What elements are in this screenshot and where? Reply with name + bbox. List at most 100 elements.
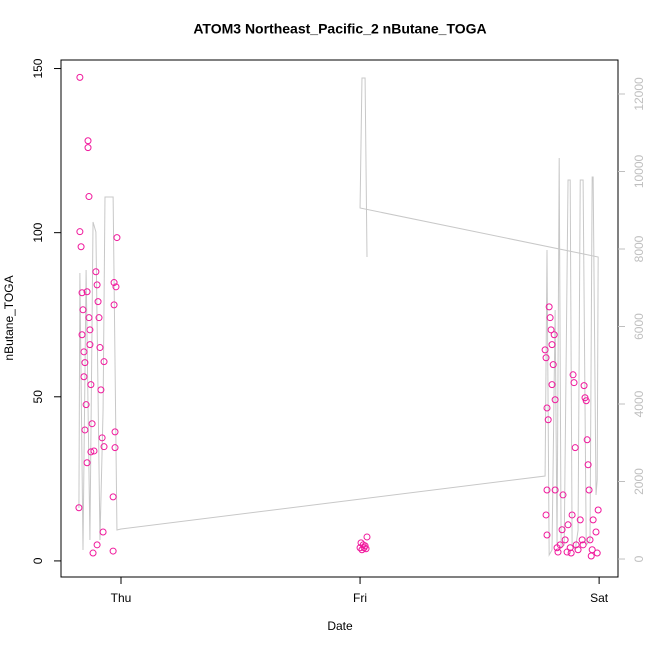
point <box>78 331 86 339</box>
point <box>569 371 577 379</box>
point <box>567 549 575 557</box>
point <box>593 549 601 557</box>
point <box>78 289 86 297</box>
point <box>544 416 552 424</box>
y2-tick-label: 6000 <box>632 313 646 340</box>
plot-box <box>60 59 619 578</box>
point <box>543 404 551 412</box>
point <box>558 526 566 534</box>
point <box>564 521 572 529</box>
point <box>110 279 118 287</box>
point <box>361 542 369 550</box>
point <box>109 493 117 501</box>
y2-tick-label: 12000 <box>632 77 646 111</box>
point <box>571 444 579 452</box>
y-tick-label: 50 <box>31 390 45 404</box>
y-tick-label: 100 <box>31 222 45 242</box>
point <box>570 379 578 387</box>
point <box>561 536 569 544</box>
point <box>83 459 91 467</box>
point <box>542 354 550 362</box>
point <box>363 533 371 541</box>
point <box>554 548 562 556</box>
point <box>93 281 101 289</box>
point <box>543 531 551 539</box>
point <box>85 193 93 201</box>
point <box>84 144 92 152</box>
point <box>111 444 119 452</box>
point <box>362 545 370 553</box>
point <box>579 541 587 549</box>
point <box>582 397 590 405</box>
point <box>75 504 83 512</box>
point <box>583 436 591 444</box>
point <box>87 381 95 389</box>
point <box>545 303 553 311</box>
point <box>550 331 558 339</box>
point <box>99 528 107 536</box>
point <box>86 326 94 334</box>
point <box>80 348 88 356</box>
point <box>594 506 602 514</box>
x-tick-label: Thu <box>111 591 132 605</box>
point <box>93 541 101 549</box>
y2-tick-label: 4000 <box>632 390 646 417</box>
point <box>96 344 104 352</box>
point <box>548 381 556 389</box>
point <box>84 137 92 145</box>
point <box>97 386 105 394</box>
point <box>113 234 121 242</box>
point <box>566 544 574 552</box>
point <box>556 541 564 549</box>
point <box>80 373 88 381</box>
line <box>78 77 599 557</box>
y-tick-label: 150 <box>31 58 45 78</box>
point <box>110 301 118 309</box>
x-tick-label: Sat <box>590 591 609 605</box>
point <box>81 359 89 367</box>
point <box>109 547 117 555</box>
point <box>92 268 100 276</box>
point <box>549 361 557 369</box>
point <box>548 341 556 349</box>
y2-tick-label: 0 <box>632 555 646 562</box>
y2-tick-label: 2000 <box>632 468 646 495</box>
point <box>100 443 108 451</box>
point <box>551 486 559 494</box>
point <box>576 516 584 524</box>
point <box>589 516 597 524</box>
x-axis-label: Date <box>327 619 353 633</box>
chart-title: ATOM3 Northeast_Pacific_2 nButane_TOGA <box>193 21 486 37</box>
point <box>559 491 567 499</box>
point <box>83 288 91 296</box>
point <box>85 314 93 322</box>
point <box>574 546 582 554</box>
point <box>584 461 592 469</box>
point <box>98 434 106 442</box>
y-axis-label: nButane_TOGA <box>2 275 16 360</box>
point <box>587 552 595 560</box>
point <box>89 549 97 557</box>
point <box>81 426 89 434</box>
point <box>592 528 600 536</box>
point <box>88 420 96 428</box>
point <box>87 448 95 456</box>
point <box>112 283 120 291</box>
point <box>76 73 84 81</box>
point <box>95 314 103 322</box>
y2-tick-label: 8000 <box>632 235 646 262</box>
point <box>578 536 586 544</box>
point <box>568 511 576 519</box>
point <box>551 396 559 404</box>
point <box>542 511 550 519</box>
point <box>111 428 119 436</box>
y2-tick-label: 10000 <box>632 154 646 188</box>
point <box>76 228 84 236</box>
point <box>543 486 551 494</box>
point <box>82 401 90 409</box>
point <box>546 314 554 322</box>
point <box>90 447 98 455</box>
point <box>586 536 594 544</box>
point <box>580 382 588 390</box>
